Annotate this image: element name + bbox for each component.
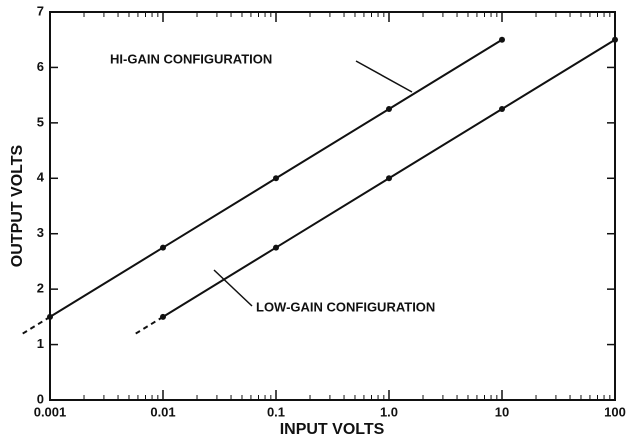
point xyxy=(273,175,279,182)
leader-line xyxy=(355,60,413,93)
x-tick-label: 1.0 xyxy=(380,404,398,419)
y-tick-label: 5 xyxy=(37,114,44,129)
y-tick-label: 1 xyxy=(37,336,44,351)
x-tick-label: 0.001 xyxy=(34,404,67,419)
y-tick-label: 7 xyxy=(37,3,44,18)
point xyxy=(273,244,279,251)
x-tick-label: 0.01 xyxy=(150,404,175,419)
y-axis-label: OUTPUT VOLTS xyxy=(9,144,26,267)
y-tick-label: 4 xyxy=(37,170,45,185)
x-tick-label: 0.1 xyxy=(267,404,285,419)
plot-frame xyxy=(49,11,616,401)
extrapolation xyxy=(132,316,164,337)
point xyxy=(386,106,392,112)
y-tick-label: 3 xyxy=(37,225,44,240)
point xyxy=(47,313,53,320)
y-tick-label: 6 xyxy=(37,59,44,74)
x-tick-label: 100 xyxy=(604,404,626,419)
annotation: HI-GAIN CONFIGURATION xyxy=(110,51,272,66)
annotation: LOW-GAIN CONFIGURATION xyxy=(256,299,435,314)
y-tick-label: 0 xyxy=(37,391,44,406)
leader-line xyxy=(213,269,253,307)
extrapolation xyxy=(19,316,51,337)
x-axis-label: INPUT VOLTS xyxy=(280,421,385,438)
point xyxy=(499,36,505,43)
point xyxy=(499,106,505,112)
point xyxy=(160,244,166,251)
y-tick-label: 2 xyxy=(37,281,44,296)
x-tick-label: 10 xyxy=(495,404,509,419)
point xyxy=(612,36,618,43)
point xyxy=(386,175,392,182)
point xyxy=(160,313,166,320)
